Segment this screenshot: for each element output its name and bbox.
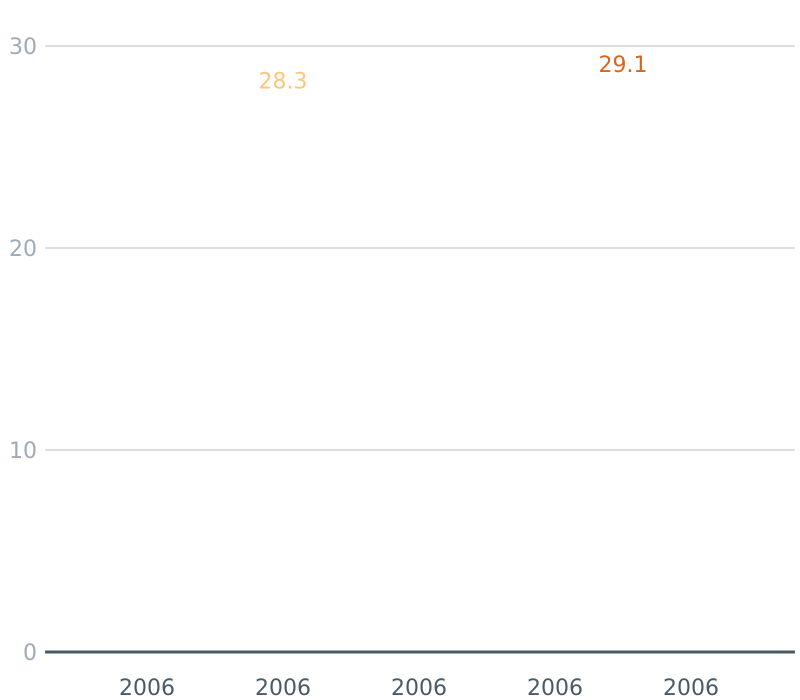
y-tick-label: 20: [9, 237, 37, 262]
x-tick-label: 2006: [255, 676, 311, 700]
x-axis: 2006 2006 2006 2006 2006: [45, 650, 795, 700]
x-tick-label: 2006: [391, 676, 447, 700]
data-labels: 28.3 29.1: [259, 53, 648, 94]
x-tick-label: 2006: [663, 676, 719, 700]
y-axis: 0 10 20 30: [9, 35, 37, 666]
data-label: 28.3: [259, 69, 308, 94]
gridlines: [45, 45, 795, 451]
x-tick-label: 2006: [527, 676, 583, 700]
y-tick-label: 30: [9, 35, 37, 60]
y-tick-label: 0: [23, 641, 37, 666]
y-tick-label: 10: [9, 439, 37, 464]
x-tick-label: 2006: [119, 676, 175, 700]
data-label: 29.1: [599, 53, 648, 78]
